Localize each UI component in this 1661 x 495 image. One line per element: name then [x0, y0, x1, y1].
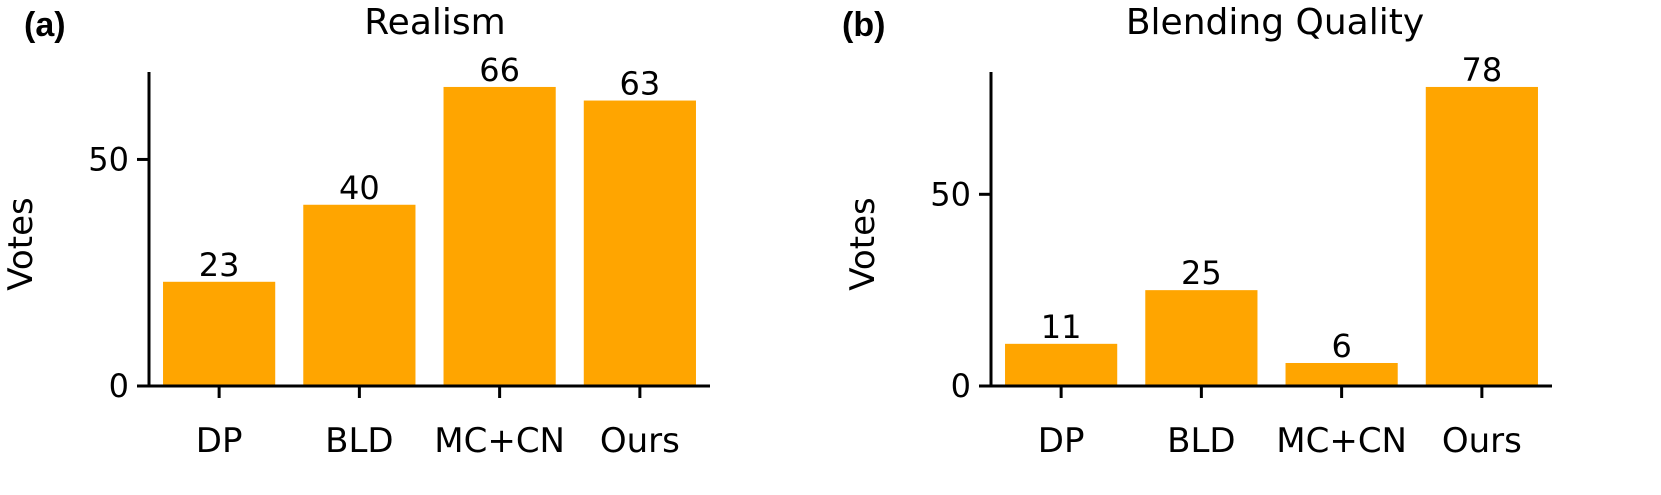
x-tick-label: MC+CN [434, 421, 565, 461]
x-tick-label: Ours [1442, 421, 1522, 461]
panel-label: (a) [24, 6, 66, 44]
chart-title: Blending Quality [1126, 2, 1424, 43]
data-label: 78 [1462, 51, 1503, 89]
bar-ours [583, 100, 696, 386]
y-tick-label: 50 [88, 140, 129, 178]
x-tick-label: DP [1038, 421, 1085, 461]
bar-mc-cn [1285, 362, 1398, 386]
chart-panel-2: (b) Blending Quality Votes 11 25 6 78 0 50 DP BLD M… [842, 2, 1552, 461]
data-label: 6 [1331, 327, 1351, 365]
bar-mc-cn [443, 86, 556, 386]
y-tick-label: 50 [930, 175, 971, 213]
data-label: 66 [479, 51, 520, 89]
x-tick-label: BLD [325, 421, 393, 461]
panel-label: (b) [842, 6, 885, 44]
data-label: 25 [1181, 254, 1222, 292]
data-label: 23 [199, 246, 240, 284]
x-tick-label: MC+CN [1276, 421, 1407, 461]
data-label: 63 [620, 65, 661, 103]
bar-dp [1005, 343, 1118, 386]
y-axis-label: Votes [1, 197, 41, 290]
bar-bld [303, 204, 416, 386]
y-tick-label: 0 [951, 367, 971, 405]
bar-bld [1145, 290, 1258, 386]
data-label: 40 [339, 169, 380, 207]
chart-panel-1: (a) Realism Votes 23 40 66 63 0 50 DP BLD MC+CN Ours [1, 2, 710, 461]
y-tick-label: 0 [109, 367, 129, 405]
x-tick-label: Ours [600, 421, 680, 461]
y-axis-label: Votes [843, 197, 883, 290]
bar-ours [1425, 86, 1538, 386]
data-label: 11 [1041, 308, 1082, 346]
x-tick-label: DP [196, 421, 243, 461]
chart-title: Realism [364, 2, 505, 43]
x-tick-label: BLD [1167, 421, 1235, 461]
bar-dp [163, 281, 276, 386]
